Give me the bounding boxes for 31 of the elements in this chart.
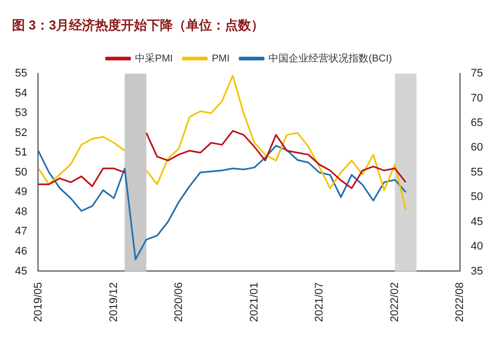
y-tick-label: 49	[14, 186, 28, 198]
x-tick-label: 2019/12	[108, 282, 120, 322]
y-tick-label: 52	[14, 126, 28, 139]
y-tick-label: 45	[14, 265, 28, 278]
legend-label: PMI	[212, 53, 230, 64]
y-tick-label: 47	[14, 226, 28, 238]
y2-tick-label: 50	[470, 191, 484, 204]
x-tick-label: 2021/07	[313, 282, 326, 322]
x-tick-label: 2022/08	[454, 282, 466, 322]
y-tick-label: 53	[14, 107, 28, 120]
y-tick-label: 51	[14, 146, 28, 159]
y2-tick-label: 55	[470, 166, 484, 178]
y2-tick-label: 40	[470, 240, 484, 253]
y-tick-label: 50	[14, 166, 28, 178]
y-tick-label: 46	[14, 246, 28, 258]
legend-label: 中采PMI	[135, 52, 173, 64]
y2-tick-label: 45	[470, 216, 484, 228]
y-tick-label: 55	[14, 68, 28, 80]
y-tick-label: 48	[14, 206, 28, 218]
y2-tick-label: 75	[470, 68, 484, 80]
x-tick-label: 2021/01	[248, 282, 260, 322]
x-tick-label: 2020/06	[172, 282, 185, 322]
y2-tick-label: 35	[470, 265, 484, 278]
x-tick-label: 2019/05	[32, 282, 44, 322]
x-tick-label: 2022/02	[388, 282, 401, 322]
legend-label: 中国企业经营状况指数(BCI)	[268, 52, 392, 64]
y2-tick-label: 65	[470, 117, 484, 130]
y2-tick-label: 70	[470, 92, 484, 104]
y-tick-label: 54	[14, 87, 28, 100]
chart-title: 图 3：3月经济热度开始下降（单位：点数）	[12, 17, 264, 32]
y2-tick-label: 60	[470, 142, 484, 154]
